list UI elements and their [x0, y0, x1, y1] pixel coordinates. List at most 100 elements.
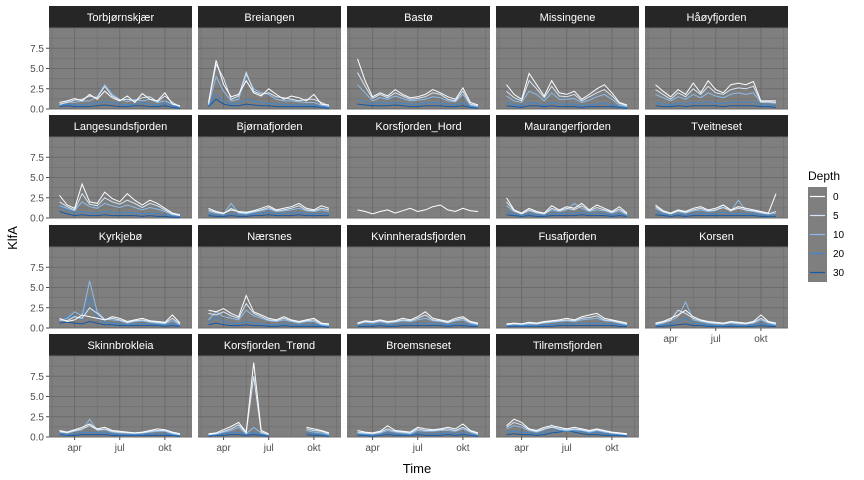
y-tick-label: 2.5 — [30, 412, 44, 423]
panel-kyrkjeb: Kyrkjebø 0.0 2.5 5.0 7.5 — [30, 225, 192, 335]
strip-kvinnheradsfjorden — [347, 225, 490, 247]
series-line-depth-20 — [506, 101, 628, 108]
series-line-depth-10 — [357, 317, 479, 326]
series-line-depth-20 — [506, 322, 628, 327]
series-line-depth-30 — [357, 103, 479, 109]
series-line-depth-30 — [506, 325, 627, 327]
x-tick-label: jul — [263, 443, 274, 454]
x-tick-label: okt — [158, 443, 172, 454]
strip-torbj-rnskj-r — [49, 6, 192, 28]
strip-label: Missingene — [540, 12, 596, 24]
series-line-depth-0 — [59, 90, 181, 107]
panel-ha-yfjorden: Håøyfjorden — [645, 6, 788, 110]
y-tick-label: 7.5 — [30, 44, 44, 55]
strip-bj-rnafjorden — [198, 115, 341, 137]
series-line-depth-0 — [655, 309, 777, 324]
series-line-depth-20 — [357, 322, 479, 327]
series-line-depth-10 — [506, 90, 628, 108]
strip-label: Broemsneset — [386, 340, 451, 352]
legend-key-30: 30 — [808, 263, 845, 282]
series-line-depth-30 — [208, 214, 329, 217]
series-line-depth-0 — [506, 197, 628, 214]
strip-langesundsfjorden — [49, 115, 192, 137]
series-line-depth-0 — [208, 294, 330, 325]
strip-label: Tveitneset — [691, 121, 742, 133]
y-axis-title-group: KlfA — [5, 226, 20, 250]
series-line-depth-0 — [59, 423, 181, 435]
legend-key-10: 10 — [808, 225, 845, 244]
series-line-depth-20 — [208, 431, 330, 436]
panel-broemsneset: Broemsneset apr jul okt — [347, 334, 490, 454]
series-line-depth-30 — [59, 104, 181, 109]
series-line-depth-20 — [655, 101, 777, 107]
strip-kyrkjeb — [49, 225, 192, 247]
series-line-depth-30 — [506, 105, 628, 109]
strip-label: Korsfjorden_Trønd — [224, 340, 315, 352]
strip-tilremsfjorden — [496, 334, 639, 356]
series-line-depth-5 — [59, 192, 181, 217]
series-line-depth-30 — [208, 322, 330, 328]
y-tick-label: 2.5 — [30, 303, 44, 314]
series-line-depth-10 — [655, 300, 777, 326]
series-line-depth-0 — [357, 58, 479, 106]
x-tick-label: okt — [456, 443, 470, 454]
series-line-depth-20 — [59, 295, 181, 327]
series-line-depth-10 — [208, 73, 330, 108]
y-tick-label: 7.5 — [30, 263, 44, 274]
y-tick-label: 7.5 — [30, 153, 44, 164]
panel-korsen: Korsen apr jul okt — [645, 225, 788, 345]
series-line-depth-5 — [208, 302, 330, 326]
legend-title: Depth — [808, 169, 840, 183]
strip-broemsneset — [347, 334, 490, 356]
x-tick-label: jul — [114, 443, 125, 454]
series-line-depth-30 — [655, 323, 776, 327]
series-line-depth-0 — [506, 418, 628, 435]
y-tick-label: 2.5 — [30, 84, 44, 95]
legend-label: 10 — [833, 230, 845, 241]
panel-n-rsnes: Nærsnes — [198, 225, 341, 329]
legend-label: 5 — [833, 211, 839, 222]
y-tick-label: 0.0 — [30, 324, 44, 335]
y-tick-label: 0.0 — [30, 214, 44, 225]
series-line-depth-0 — [357, 423, 479, 434]
panel-tilremsfjorden: Tilremsfjorden apr jul okt — [496, 334, 639, 454]
y-tick-label: 0.0 — [30, 433, 44, 444]
series-line-depth-5 — [208, 376, 330, 436]
legend-key-5: 5 — [808, 206, 839, 225]
panel-breiangen: Breiangen — [198, 6, 341, 110]
strip-bast — [347, 6, 490, 28]
series-line-depth-30 — [59, 320, 181, 327]
series-line-depth-5 — [59, 85, 181, 108]
series-line-depth-0 — [208, 202, 330, 214]
series-line-depth-30 — [357, 325, 478, 327]
strip-label: Torbjørnskjær — [87, 12, 155, 24]
strip-label: Håøyfjorden — [687, 12, 747, 24]
series-line-depth-5 — [655, 206, 777, 215]
series-line-depth-10 — [59, 201, 181, 217]
series-line-depth-5 — [506, 315, 628, 326]
series-line-depth-10 — [506, 317, 628, 326]
strip-breiangen — [198, 6, 341, 28]
x-axis-title: Time — [403, 461, 431, 476]
strip-label: Skinnbrokleia — [87, 340, 154, 352]
strip-ha-yfjorden — [645, 6, 788, 28]
panel-maurangerfjorden: Maurangerfjorden — [496, 115, 639, 219]
legend-label: 20 — [833, 249, 845, 260]
series-line-depth-5 — [506, 201, 628, 215]
series-line-depth-20 — [59, 101, 181, 108]
strip-label: Tilremsfjorden — [533, 340, 602, 352]
series-line-depth-5 — [506, 79, 628, 107]
strip-skinnbrokleia — [49, 334, 192, 356]
x-tick-label: jul — [710, 334, 721, 345]
panel-missingene: Missingene — [496, 6, 639, 110]
series-line-depth-20 — [208, 93, 330, 108]
series-line-depth-30 — [357, 434, 479, 437]
legend-key-20: 20 — [808, 244, 845, 263]
panel-korsfjorden-hord: Korsfjorden_Hord — [347, 115, 490, 219]
y-tick-label: 7.5 — [30, 372, 44, 383]
y-tick-label: 0.0 — [30, 105, 44, 116]
strip-label: Kyrkjebø — [99, 231, 143, 243]
x-tick-label: apr — [67, 443, 82, 454]
series-line-depth-0 — [506, 312, 628, 325]
